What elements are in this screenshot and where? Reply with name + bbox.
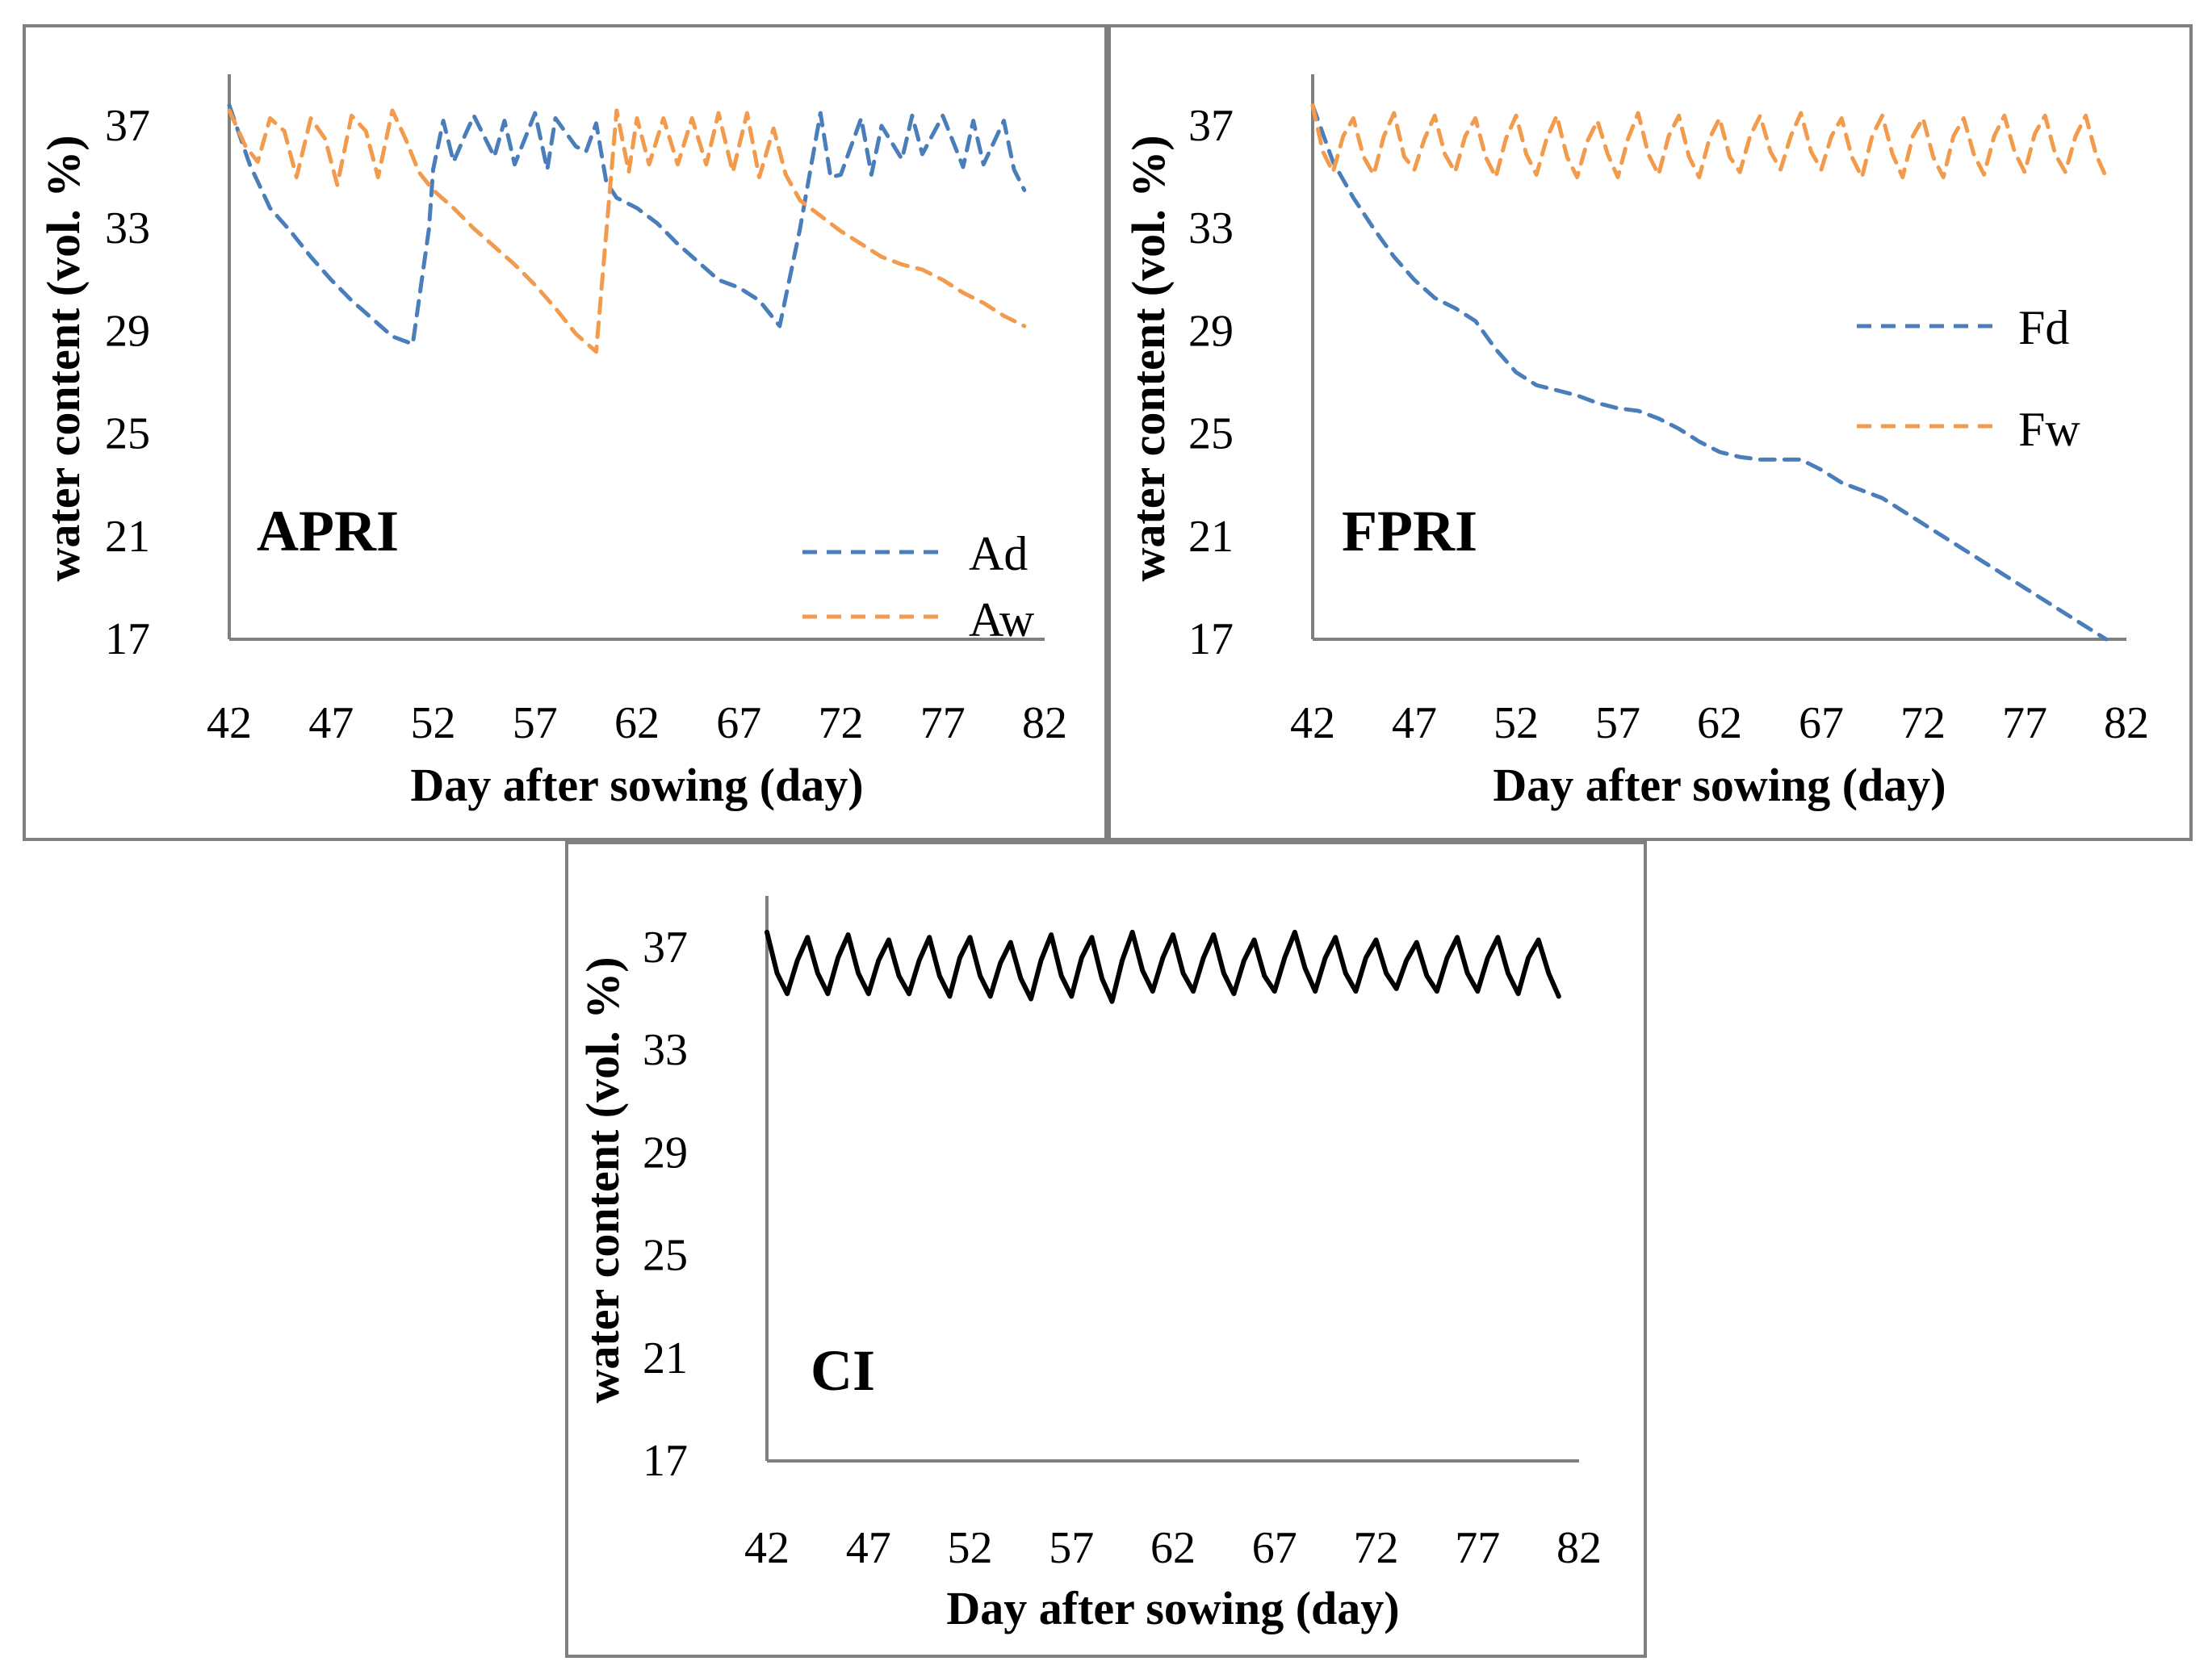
series-line-ad	[227, 103, 1027, 346]
x-tick-label: 47	[308, 698, 354, 748]
series-line-ci	[765, 929, 1561, 1004]
y-tick-label: 25	[1188, 409, 1234, 459]
y-tick-label: 29	[105, 306, 150, 356]
series-line-aw	[227, 108, 1027, 354]
series-line-fd	[1310, 103, 2109, 642]
x-tick-label: 77	[2002, 698, 2047, 748]
y-axis-title: water content (vol. %)	[576, 956, 629, 1403]
y-tick-label: 21	[643, 1333, 688, 1383]
x-tick-label: 42	[1290, 698, 1335, 748]
legend-label-aw: Aw	[969, 593, 1035, 647]
y-tick-label: 33	[105, 203, 150, 253]
y-tick-label: 25	[643, 1231, 688, 1281]
y-tick-label: 29	[643, 1128, 688, 1178]
x-tick-label: 47	[846, 1523, 891, 1573]
x-tick-label: 72	[819, 698, 864, 748]
chart-ci: 37 33 29 25 21 17 42 47 52 57 62 67 72 77 82 Day after …	[576, 896, 1602, 1634]
y-tick-label: 25	[105, 409, 150, 459]
legend-label-fd: Fd	[2018, 301, 2069, 354]
x-tick-label: 72	[1900, 698, 1946, 748]
panel-label: CI	[811, 1338, 875, 1403]
x-axis-title: Day after sowing (day)	[410, 759, 863, 811]
x-tick-label: 57	[1595, 698, 1640, 748]
y-tick-label: 37	[1188, 101, 1234, 151]
panel-label: FPRI	[1342, 499, 1477, 563]
x-tick-label: 67	[1799, 698, 1844, 748]
chart-fpri: 37 33 29 25 21 17 42 47 52 57 62 67 72 77 82 Day after …	[1122, 74, 2149, 811]
y-axis-title: water content (vol. %)	[37, 135, 90, 581]
y-tick-label: 17	[105, 614, 150, 664]
y-tick-label: 33	[643, 1025, 688, 1075]
x-tick-label: 52	[411, 698, 456, 748]
x-tick-label: 82	[1022, 698, 1067, 748]
legend-label-fw: Fw	[2018, 403, 2080, 456]
x-tick-label: 82	[1556, 1523, 1602, 1573]
x-tick-label: 52	[948, 1523, 993, 1573]
x-tick-label: 67	[1252, 1523, 1297, 1573]
x-tick-label: 42	[744, 1523, 790, 1573]
chart-panel-apri: 37 33 29 25 21 17 42 47 52 57 62 67 72 77 82 Day after …	[23, 24, 1108, 841]
x-tick-label: 57	[1049, 1523, 1094, 1573]
chart-panel-fpri: 37 33 29 25 21 17 42 47 52 57 62 67 72 77 82 Day after …	[1108, 24, 2193, 841]
x-tick-label: 67	[716, 698, 761, 748]
x-tick-label: 72	[1354, 1523, 1399, 1573]
y-tick-label: 33	[1188, 203, 1234, 253]
chart-panel-ci: 37 33 29 25 21 17 42 47 52 57 62 67 72 77 82 Day after …	[565, 841, 1647, 1658]
panel-label: APRI	[257, 499, 399, 563]
x-tick-label: 47	[1392, 698, 1437, 748]
y-tick-label: 21	[1188, 512, 1234, 562]
y-tick-label: 37	[643, 923, 688, 973]
chart-apri: 37 33 29 25 21 17 42 47 52 57 62 67 72 77 82 Day after …	[37, 74, 1067, 811]
x-tick-label: 42	[207, 698, 252, 748]
y-tick-label: 21	[105, 512, 150, 562]
y-tick-label: 17	[1188, 614, 1234, 664]
x-tick-label: 77	[920, 698, 966, 748]
y-tick-label: 17	[643, 1436, 688, 1486]
y-tick-label: 37	[105, 101, 150, 151]
x-tick-label: 62	[1150, 1523, 1196, 1573]
y-tick-label: 29	[1188, 306, 1234, 356]
x-tick-label: 62	[614, 698, 660, 748]
x-axis-title: Day after sowing (day)	[1493, 759, 1946, 811]
x-tick-label: 57	[513, 698, 558, 748]
x-tick-label: 62	[1697, 698, 1742, 748]
x-tick-label: 77	[1455, 1523, 1500, 1573]
x-tick-label: 82	[2104, 698, 2149, 748]
series-line-fw	[1310, 103, 2109, 180]
y-axis-title: water content (vol. %)	[1122, 135, 1175, 581]
legend-label-ad: Ad	[969, 527, 1028, 580]
x-tick-label: 52	[1494, 698, 1539, 748]
x-axis-title: Day after sowing (day)	[946, 1582, 1399, 1634]
